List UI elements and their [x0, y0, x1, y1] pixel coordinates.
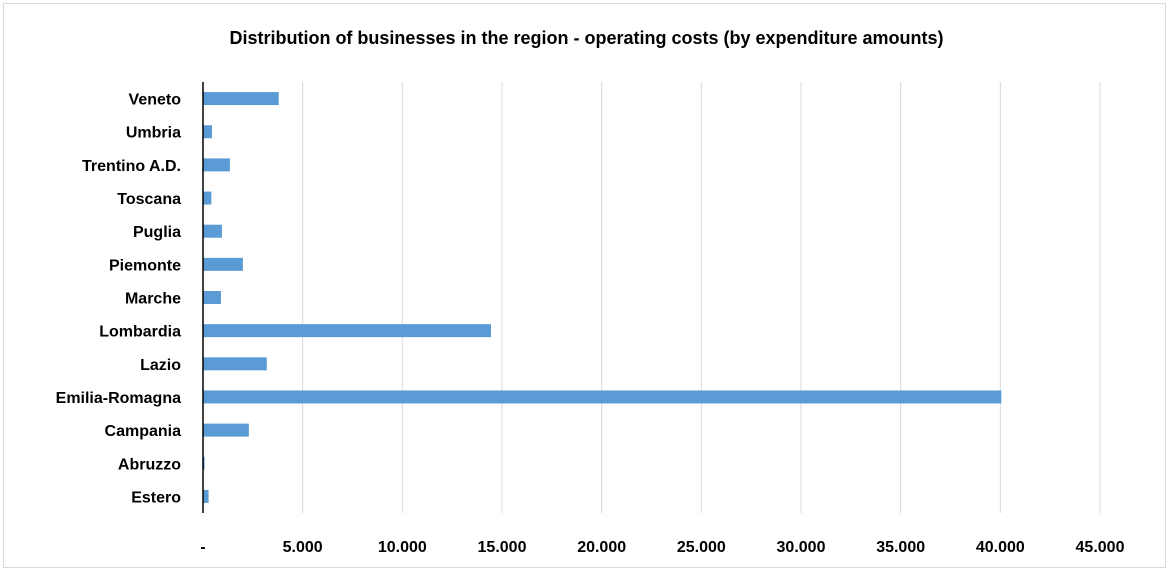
category-label: Trentino A.D. [82, 158, 181, 175]
category-label: Lombardia [99, 324, 181, 341]
category-label: Emilia-Romagna [56, 390, 181, 407]
category-label: Piemonte [109, 257, 181, 274]
bar [203, 257, 243, 271]
category-label: Lazio [140, 357, 181, 374]
category-label: Marche [125, 291, 181, 308]
x-tick-label: 15.000 [478, 539, 527, 556]
category-label: Veneto [129, 92, 182, 109]
bar [203, 125, 212, 139]
category-label: Estero [131, 489, 181, 506]
x-tick-labels: - 5.000 10.000 15.000 20.000 25.000 30.000 35.0… [200, 539, 1124, 556]
x-tick-label: 10.000 [378, 539, 427, 556]
bar [203, 291, 221, 304]
bar [203, 456, 205, 470]
category-label: Umbria [126, 125, 181, 142]
category-label: Abruzzo [118, 456, 181, 473]
x-tick-label: 5.000 [283, 539, 323, 556]
gridlines [302, 82, 1101, 513]
chart-title: Distribution of businesses in the region… [229, 28, 944, 48]
x-tick-label: 40.000 [976, 539, 1025, 556]
bar [203, 423, 249, 437]
bar [203, 390, 1002, 404]
bars [203, 92, 1002, 503]
bar [203, 357, 267, 371]
x-tick-label: 30.000 [777, 539, 826, 556]
category-label: Campania [105, 423, 182, 440]
chart-frame [3, 3, 1166, 568]
bar [203, 324, 492, 338]
category-labels: Veneto Umbria Trentino A.D. Toscana Puglia Pi… [56, 92, 182, 507]
x-tick-label: - [200, 539, 205, 556]
x-tick-label: 20.000 [577, 539, 626, 556]
category-label: Toscana [117, 191, 181, 208]
bar [203, 158, 230, 172]
x-tick-label: 35.000 [876, 539, 925, 556]
x-tick-label: 25.000 [677, 539, 726, 556]
bar [203, 92, 279, 106]
bar [203, 191, 212, 205]
category-label: Puglia [133, 224, 181, 241]
bar [203, 224, 222, 238]
x-tick-label: 45.000 [1076, 539, 1125, 556]
bar [203, 489, 209, 503]
